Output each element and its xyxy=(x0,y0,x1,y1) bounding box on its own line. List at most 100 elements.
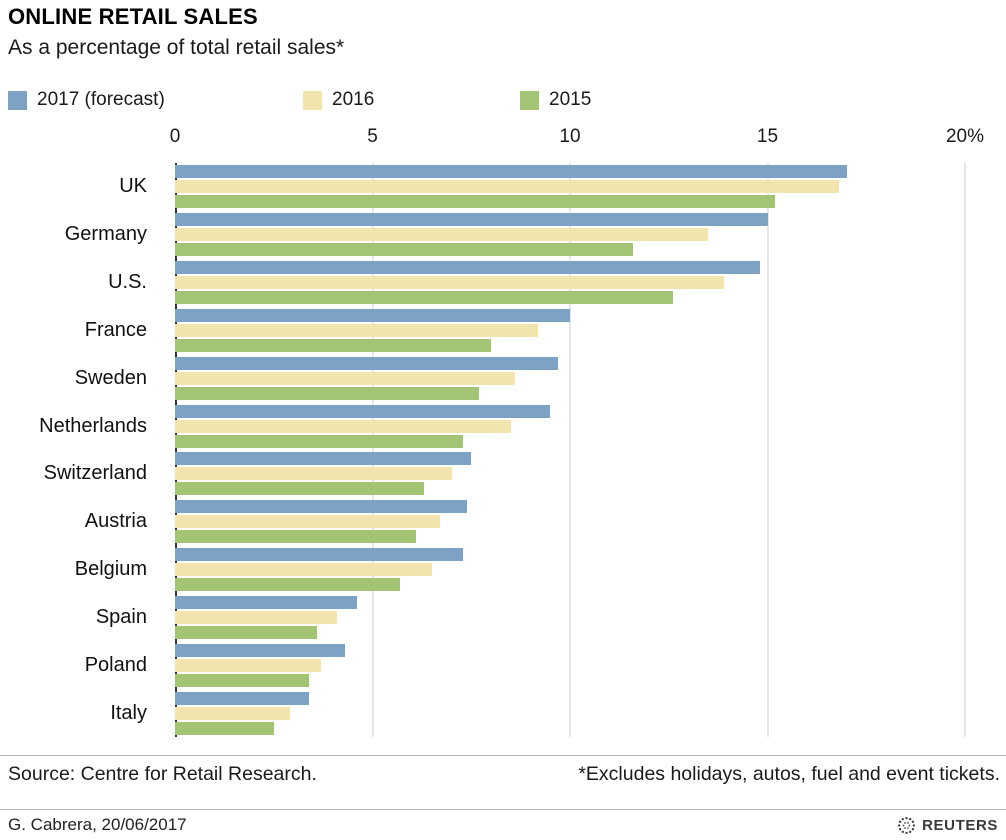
bar-group xyxy=(175,354,965,402)
bar xyxy=(175,530,416,544)
chart-row: France xyxy=(0,306,1006,354)
bar-group xyxy=(175,450,965,498)
bar xyxy=(175,386,480,400)
bar xyxy=(175,213,768,227)
chart-row: Sweden xyxy=(0,354,1006,402)
chart-row: Austria xyxy=(0,498,1006,546)
bar xyxy=(175,419,511,433)
bar xyxy=(175,323,539,337)
bar xyxy=(175,356,559,370)
bar xyxy=(175,595,357,609)
bar xyxy=(175,276,725,290)
bar xyxy=(175,291,673,305)
axis-labels: 0 5 10 15 20% xyxy=(170,126,984,152)
category-label: Switzerland xyxy=(43,462,147,485)
bar-group xyxy=(175,498,965,546)
bar xyxy=(175,195,776,209)
legend-label: 2016 xyxy=(332,89,375,110)
legend-item: 2015 xyxy=(520,89,591,111)
legend: 2017 (forecast) 2016 2015 xyxy=(8,88,591,112)
bar xyxy=(175,548,464,562)
category-label: Germany xyxy=(64,223,147,246)
bar xyxy=(175,180,839,194)
chart-row: Italy xyxy=(0,689,1006,737)
legend-swatch xyxy=(8,90,27,110)
divider-top xyxy=(0,755,1006,756)
category-label: Spain xyxy=(95,605,147,628)
bar-group xyxy=(175,546,965,594)
bar xyxy=(175,228,709,242)
axis-tick-label: 5 xyxy=(367,126,378,147)
bar xyxy=(175,500,468,514)
gridline xyxy=(767,163,768,737)
axis-tick-label: 0 xyxy=(169,126,181,147)
brand-name: REUTERS xyxy=(922,816,998,834)
bar xyxy=(175,706,290,720)
category-label: Belgium xyxy=(74,558,147,581)
bar xyxy=(175,721,274,735)
chart-row: U.S. xyxy=(0,259,1006,307)
gridline xyxy=(569,163,571,737)
category-label: Austria xyxy=(84,510,147,533)
gridline xyxy=(372,163,373,737)
reuters-brand: REUTERS xyxy=(897,816,998,835)
chart-row: Belgium xyxy=(0,546,1006,594)
legend-swatch xyxy=(520,90,539,110)
category-label: Poland xyxy=(84,653,147,676)
gridline xyxy=(964,163,966,737)
bar xyxy=(175,404,551,418)
divider-bottom xyxy=(0,809,1006,810)
bar xyxy=(175,563,432,577)
chart-row: UK xyxy=(0,163,1006,211)
bar xyxy=(175,658,322,672)
legend-label: 2017 (forecast) xyxy=(37,89,165,110)
bottom-bar: G. Cabrera, 20/06/2017 REUTERS xyxy=(8,815,998,835)
category-label: France xyxy=(84,318,147,341)
bar xyxy=(175,515,440,529)
axis-tick-label: 20% xyxy=(945,126,985,147)
footnote-text: *Excludes holidays, autos, fuel and even… xyxy=(578,763,1000,785)
bar-group xyxy=(175,163,965,211)
chart-subtitle: As a percentage of total retail sales* xyxy=(8,36,345,59)
bar xyxy=(175,308,570,322)
bar-group xyxy=(175,211,965,259)
category-label: UK xyxy=(119,175,147,198)
bar xyxy=(175,165,847,179)
bar xyxy=(175,673,310,687)
page-title: ONLINE RETAIL SALES xyxy=(8,4,258,29)
bar xyxy=(175,691,310,705)
bar xyxy=(175,467,452,481)
legend-label: 2015 xyxy=(549,89,592,110)
category-label: Netherlands xyxy=(39,414,147,437)
bar xyxy=(175,452,472,466)
bar xyxy=(175,625,318,639)
chart-plot-area: UK Germany U.S. France Sweden Netherlands Swit… xyxy=(0,163,1006,737)
category-label: Sweden xyxy=(74,366,147,389)
bar xyxy=(175,371,515,385)
bar xyxy=(175,434,464,448)
bar-group xyxy=(175,306,965,354)
chart-row: Netherlands xyxy=(0,402,1006,450)
axis-tick-label: 10 xyxy=(559,126,581,147)
grid-layer xyxy=(175,163,966,737)
credit-text: G. Cabrera, 20/06/2017 xyxy=(8,815,187,834)
chart-rows: UK Germany U.S. France Sweden Netherlands Swit… xyxy=(0,163,1006,737)
bar-group xyxy=(175,402,965,450)
axis-tick-label: 15 xyxy=(756,126,779,147)
bar-group xyxy=(175,641,965,689)
bar-group xyxy=(175,593,965,641)
bar xyxy=(175,643,345,657)
footer: Source: Centre for Retail Research. *Exc… xyxy=(8,763,1000,786)
chart-row: Germany xyxy=(0,211,1006,259)
reuters-logo-icon xyxy=(898,816,916,834)
category-label: U.S. xyxy=(108,271,147,294)
chart-row: Spain xyxy=(0,593,1006,641)
axis-zero-line xyxy=(175,163,177,737)
chart-row: Switzerland xyxy=(0,450,1006,498)
chart-row: Poland xyxy=(0,641,1006,689)
bar xyxy=(175,338,491,352)
bar-group xyxy=(175,689,965,737)
bar xyxy=(175,578,401,592)
source-text: Source: Centre for Retail Research. xyxy=(8,763,317,785)
bar xyxy=(175,243,634,257)
